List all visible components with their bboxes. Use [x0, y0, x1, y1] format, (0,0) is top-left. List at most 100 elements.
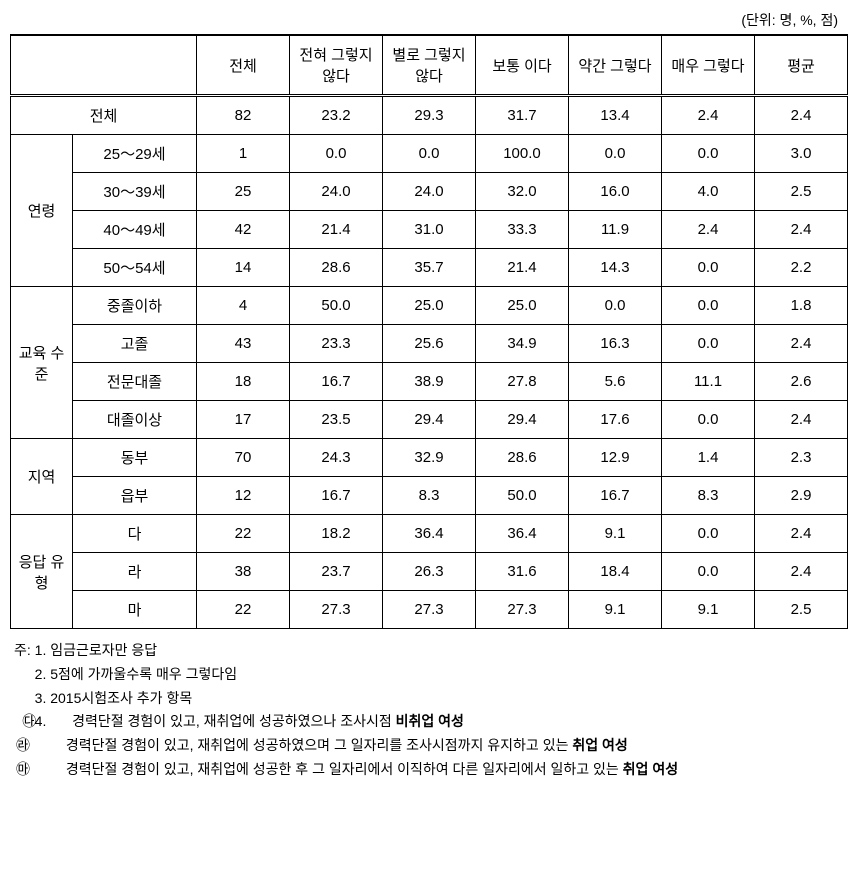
data-cell: 29.4: [476, 401, 569, 439]
data-cell: 23.7: [290, 553, 383, 591]
note-2: 주: 2. 5점에 가까울수록 매우 그렇다임: [14, 663, 848, 687]
data-cell: 25.0: [383, 287, 476, 325]
note-4c-bold: 취업 여성: [623, 761, 678, 777]
table-row: 라3823.726.331.618.40.02.4: [11, 553, 848, 591]
data-cell: 42: [197, 211, 290, 249]
data-cell: 31.7: [476, 96, 569, 135]
group-total-label: 전체: [11, 96, 197, 135]
data-cell: 5.6: [569, 363, 662, 401]
header-col5: 매우 그렇다: [662, 35, 755, 96]
data-cell: 0.0: [290, 135, 383, 173]
note-4b: ㉱ 경력단절 경험이 있고, 재취업에 성공하였으며 그 일자리를 조사시점까지…: [14, 734, 848, 758]
table-row: 응답 유형다2218.236.436.49.10.02.4: [11, 515, 848, 553]
note-4b-sym: ㉱: [44, 734, 62, 758]
group-name-cell: 응답 유형: [11, 515, 73, 629]
table-row: 교육 수준중졸이하450.025.025.00.00.01.8: [11, 287, 848, 325]
data-cell: 9.1: [662, 591, 755, 629]
data-cell: 2.5: [755, 591, 848, 629]
table-row: 대졸이상1723.529.429.417.60.02.4: [11, 401, 848, 439]
data-cell: 0.0: [662, 287, 755, 325]
data-cell: 33.3: [476, 211, 569, 249]
data-cell: 22: [197, 515, 290, 553]
table-row: 전문대졸1816.738.927.85.611.12.6: [11, 363, 848, 401]
data-cell: 0.0: [662, 401, 755, 439]
table-row: 마2227.327.327.39.19.12.5: [11, 591, 848, 629]
data-cell: 43: [197, 325, 290, 363]
data-cell: 23.2: [290, 96, 383, 135]
data-cell: 29.4: [383, 401, 476, 439]
data-cell: 2.2: [755, 249, 848, 287]
table-row: 고졸4323.325.634.916.30.02.4: [11, 325, 848, 363]
data-cell: 2.4: [662, 211, 755, 249]
notes-section: 주: 1. 임금근로자만 응답 주: 2. 5점에 가까울수록 매우 그렇다임 …: [10, 639, 848, 782]
data-cell: 100.0: [476, 135, 569, 173]
data-cell: 2.5: [755, 173, 848, 211]
data-cell: 8.3: [383, 477, 476, 515]
row-label-cell: 25～29세: [73, 135, 197, 173]
data-cell: 36.4: [383, 515, 476, 553]
row-label-cell: 50～54세: [73, 249, 197, 287]
data-cell: 0.0: [662, 553, 755, 591]
header-avg: 평균: [755, 35, 848, 96]
row-label-cell: 읍부: [73, 477, 197, 515]
data-cell: 1.4: [662, 439, 755, 477]
data-cell: 82: [197, 96, 290, 135]
table-row: 지역동부7024.332.928.612.91.42.3: [11, 439, 848, 477]
data-cell: 0.0: [662, 249, 755, 287]
data-cell: 4.0: [662, 173, 755, 211]
header-col1: 전혀 그렇지 않다: [290, 35, 383, 96]
header-total: 전체: [197, 35, 290, 96]
data-cell: 0.0: [662, 325, 755, 363]
data-cell: 17: [197, 401, 290, 439]
note-4c-text: 경력단절 경험이 있고, 재취업에 성공한 후 그 일자리에서 이직하여 다른 …: [62, 761, 623, 777]
data-cell: 18: [197, 363, 290, 401]
data-cell: 24.0: [290, 173, 383, 211]
data-cell: 36.4: [476, 515, 569, 553]
note-2-text: 2. 5점에 가까울수록 매우 그렇다임: [35, 666, 237, 682]
group-name-cell: 교육 수준: [11, 287, 73, 439]
data-cell: 14.3: [569, 249, 662, 287]
data-cell: 32.0: [476, 173, 569, 211]
table-row: 연령25～29세10.00.0100.00.00.03.0: [11, 135, 848, 173]
row-label-cell: 고졸: [73, 325, 197, 363]
note-4a-bold: 비취업 여성: [396, 713, 464, 729]
data-cell: 28.6: [290, 249, 383, 287]
group-name-cell: 연령: [11, 135, 73, 287]
data-cell: 9.1: [569, 591, 662, 629]
header-col2: 별로 그렇지 않다: [383, 35, 476, 96]
data-cell: 1: [197, 135, 290, 173]
data-cell: 18.2: [290, 515, 383, 553]
table-row: 30～39세2524.024.032.016.04.02.5: [11, 173, 848, 211]
data-table: 전체 전혀 그렇지 않다 별로 그렇지 않다 보통 이다 약간 그렇다 매우 그…: [10, 34, 848, 629]
data-cell: 0.0: [662, 135, 755, 173]
note-3-text: 3. 2015시험조사 추가 항목: [35, 690, 193, 706]
data-cell: 8.3: [662, 477, 755, 515]
data-cell: 13.4: [569, 96, 662, 135]
data-cell: 3.0: [755, 135, 848, 173]
data-cell: 23.5: [290, 401, 383, 439]
data-cell: 14: [197, 249, 290, 287]
table-row: 전체8223.229.331.713.42.42.4: [11, 96, 848, 135]
note-4c-sym: ㉲: [44, 758, 62, 782]
data-cell: 2.6: [755, 363, 848, 401]
data-cell: 16.7: [290, 477, 383, 515]
header-col4: 약간 그렇다: [569, 35, 662, 96]
data-cell: 27.3: [383, 591, 476, 629]
data-cell: 2.4: [755, 515, 848, 553]
data-cell: 16.0: [569, 173, 662, 211]
row-label-cell: 동부: [73, 439, 197, 477]
data-cell: 0.0: [569, 135, 662, 173]
data-cell: 50.0: [290, 287, 383, 325]
data-cell: 0.0: [383, 135, 476, 173]
note-1: 주: 1. 임금근로자만 응답: [14, 639, 848, 663]
data-cell: 24.0: [383, 173, 476, 211]
data-cell: 38.9: [383, 363, 476, 401]
data-cell: 31.0: [383, 211, 476, 249]
data-cell: 16.3: [569, 325, 662, 363]
note-4-num: 4.: [35, 713, 47, 729]
data-cell: 31.6: [476, 553, 569, 591]
note-4a-sym: ㉰: [50, 710, 68, 734]
data-cell: 25: [197, 173, 290, 211]
data-cell: 26.3: [383, 553, 476, 591]
data-cell: 25.0: [476, 287, 569, 325]
